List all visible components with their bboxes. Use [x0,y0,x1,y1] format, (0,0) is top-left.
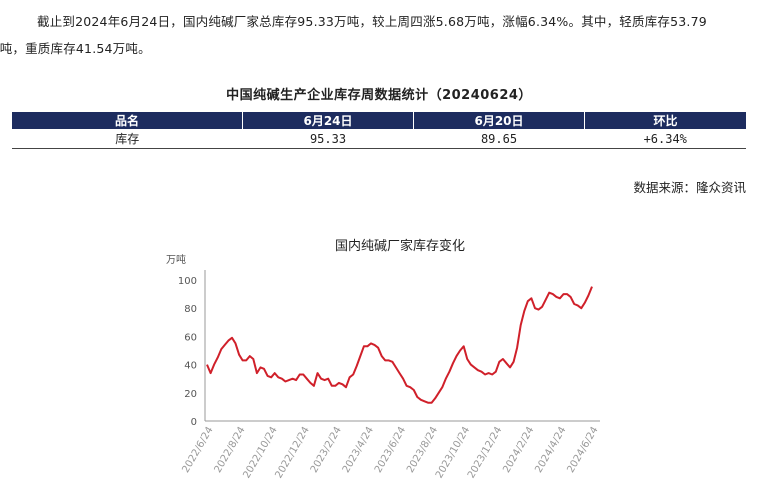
y-tick-label: 80 [184,304,197,315]
cell-change: +6.34% [584,129,746,149]
series-line [206,286,593,404]
intro-line-2: 万吨，重质库存41.54万吨。 [0,41,151,56]
intro-line-1: 截止到2024年6月24日，国内纯碱厂家总库存95.33万吨，较上周四涨5.68… [37,14,707,29]
data-source: 数据来源：隆众资讯 [633,180,746,195]
y-axis-unit-label: 万吨 [166,253,186,266]
header-change: 环比 [584,112,746,129]
cell-current: 95.33 [242,129,414,149]
x-tick-label: 2022/12/24 [274,425,312,480]
cell-previous: 89.65 [413,129,585,149]
y-tick-label: 20 [184,389,197,400]
intro-paragraph: 截止到2024年6月24日，国内纯碱厂家总库存95.33万吨，较上周四涨5.68… [0,8,752,62]
cell-product: 库存 [12,129,243,149]
x-tick-label: 2024/4/24 [533,425,568,475]
header-product: 品名 [12,112,243,129]
y-tick-label: 100 [178,276,197,287]
x-tick-label: 2023/12/24 [466,425,504,480]
x-tick-label: 2022/6/24 [180,425,215,475]
x-tick-label: 2022/8/24 [213,425,248,475]
table-title: 中国纯碱生产企业库存周数据统计（20240624） [226,88,532,103]
x-tick-label: 2024/6/24 [565,425,600,475]
header-date-current: 6月24日 [242,112,414,129]
chart-title: 国内纯碱厂家库存变化 [335,238,465,254]
x-tick-label: 2023/6/24 [373,425,408,475]
y-tick-label: 0 [191,417,197,428]
header-date-previous: 6月20日 [413,112,585,129]
inventory-table: 品名 6月24日 6月20日 环比 库存 95.33 89.65 +6.34% [12,112,746,149]
x-tick-label: 2023/4/24 [341,425,376,475]
x-tick-label: 2023/8/24 [405,425,440,475]
table-row: 库存 95.33 89.65 +6.34% [12,129,746,149]
table-header-row: 品名 6月24日 6月20日 环比 [12,112,746,129]
x-tick-label: 2024/2/24 [501,425,536,475]
y-tick-label: 40 [184,361,197,372]
y-tick-label: 60 [184,332,197,343]
x-tick-label: 2023/2/24 [309,425,344,475]
